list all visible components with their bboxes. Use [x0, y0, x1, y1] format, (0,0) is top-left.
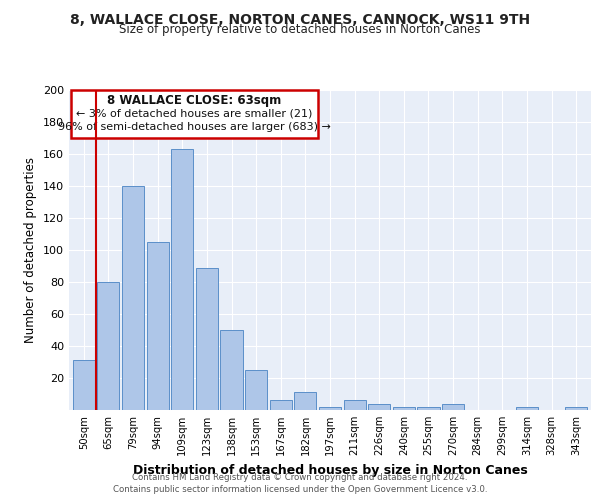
Y-axis label: Number of detached properties: Number of detached properties [25, 157, 37, 343]
Text: Size of property relative to detached houses in Norton Canes: Size of property relative to detached ho… [119, 22, 481, 36]
Text: Contains HM Land Registry data © Crown copyright and database right 2024.: Contains HM Land Registry data © Crown c… [132, 473, 468, 482]
Bar [393, 407, 415, 410]
Text: Contains public sector information licensed under the Open Government Licence v3: Contains public sector information licen… [113, 486, 487, 494]
Text: 8 WALLACE CLOSE: 63sqm: 8 WALLACE CLOSE: 63sqm [107, 94, 282, 107]
X-axis label: Distribution of detached houses by size in Norton Canes: Distribution of detached houses by size … [133, 464, 527, 476]
Bar [294, 392, 316, 410]
Bar [319, 407, 341, 410]
Bar [97, 282, 119, 410]
Bar [146, 242, 169, 410]
Bar [516, 407, 538, 410]
Bar [220, 330, 242, 410]
Bar [269, 400, 292, 410]
Bar [418, 407, 440, 410]
FancyBboxPatch shape [71, 90, 317, 138]
Bar [344, 400, 366, 410]
Bar [171, 149, 193, 410]
Bar [368, 404, 391, 410]
Bar [442, 404, 464, 410]
Bar [245, 370, 267, 410]
Bar [565, 407, 587, 410]
Text: 96% of semi-detached houses are larger (683) →: 96% of semi-detached houses are larger (… [58, 122, 331, 132]
Text: ← 3% of detached houses are smaller (21): ← 3% of detached houses are smaller (21) [76, 109, 313, 119]
Bar [73, 360, 95, 410]
Bar [196, 268, 218, 410]
Text: 8, WALLACE CLOSE, NORTON CANES, CANNOCK, WS11 9TH: 8, WALLACE CLOSE, NORTON CANES, CANNOCK,… [70, 12, 530, 26]
Bar [122, 186, 144, 410]
